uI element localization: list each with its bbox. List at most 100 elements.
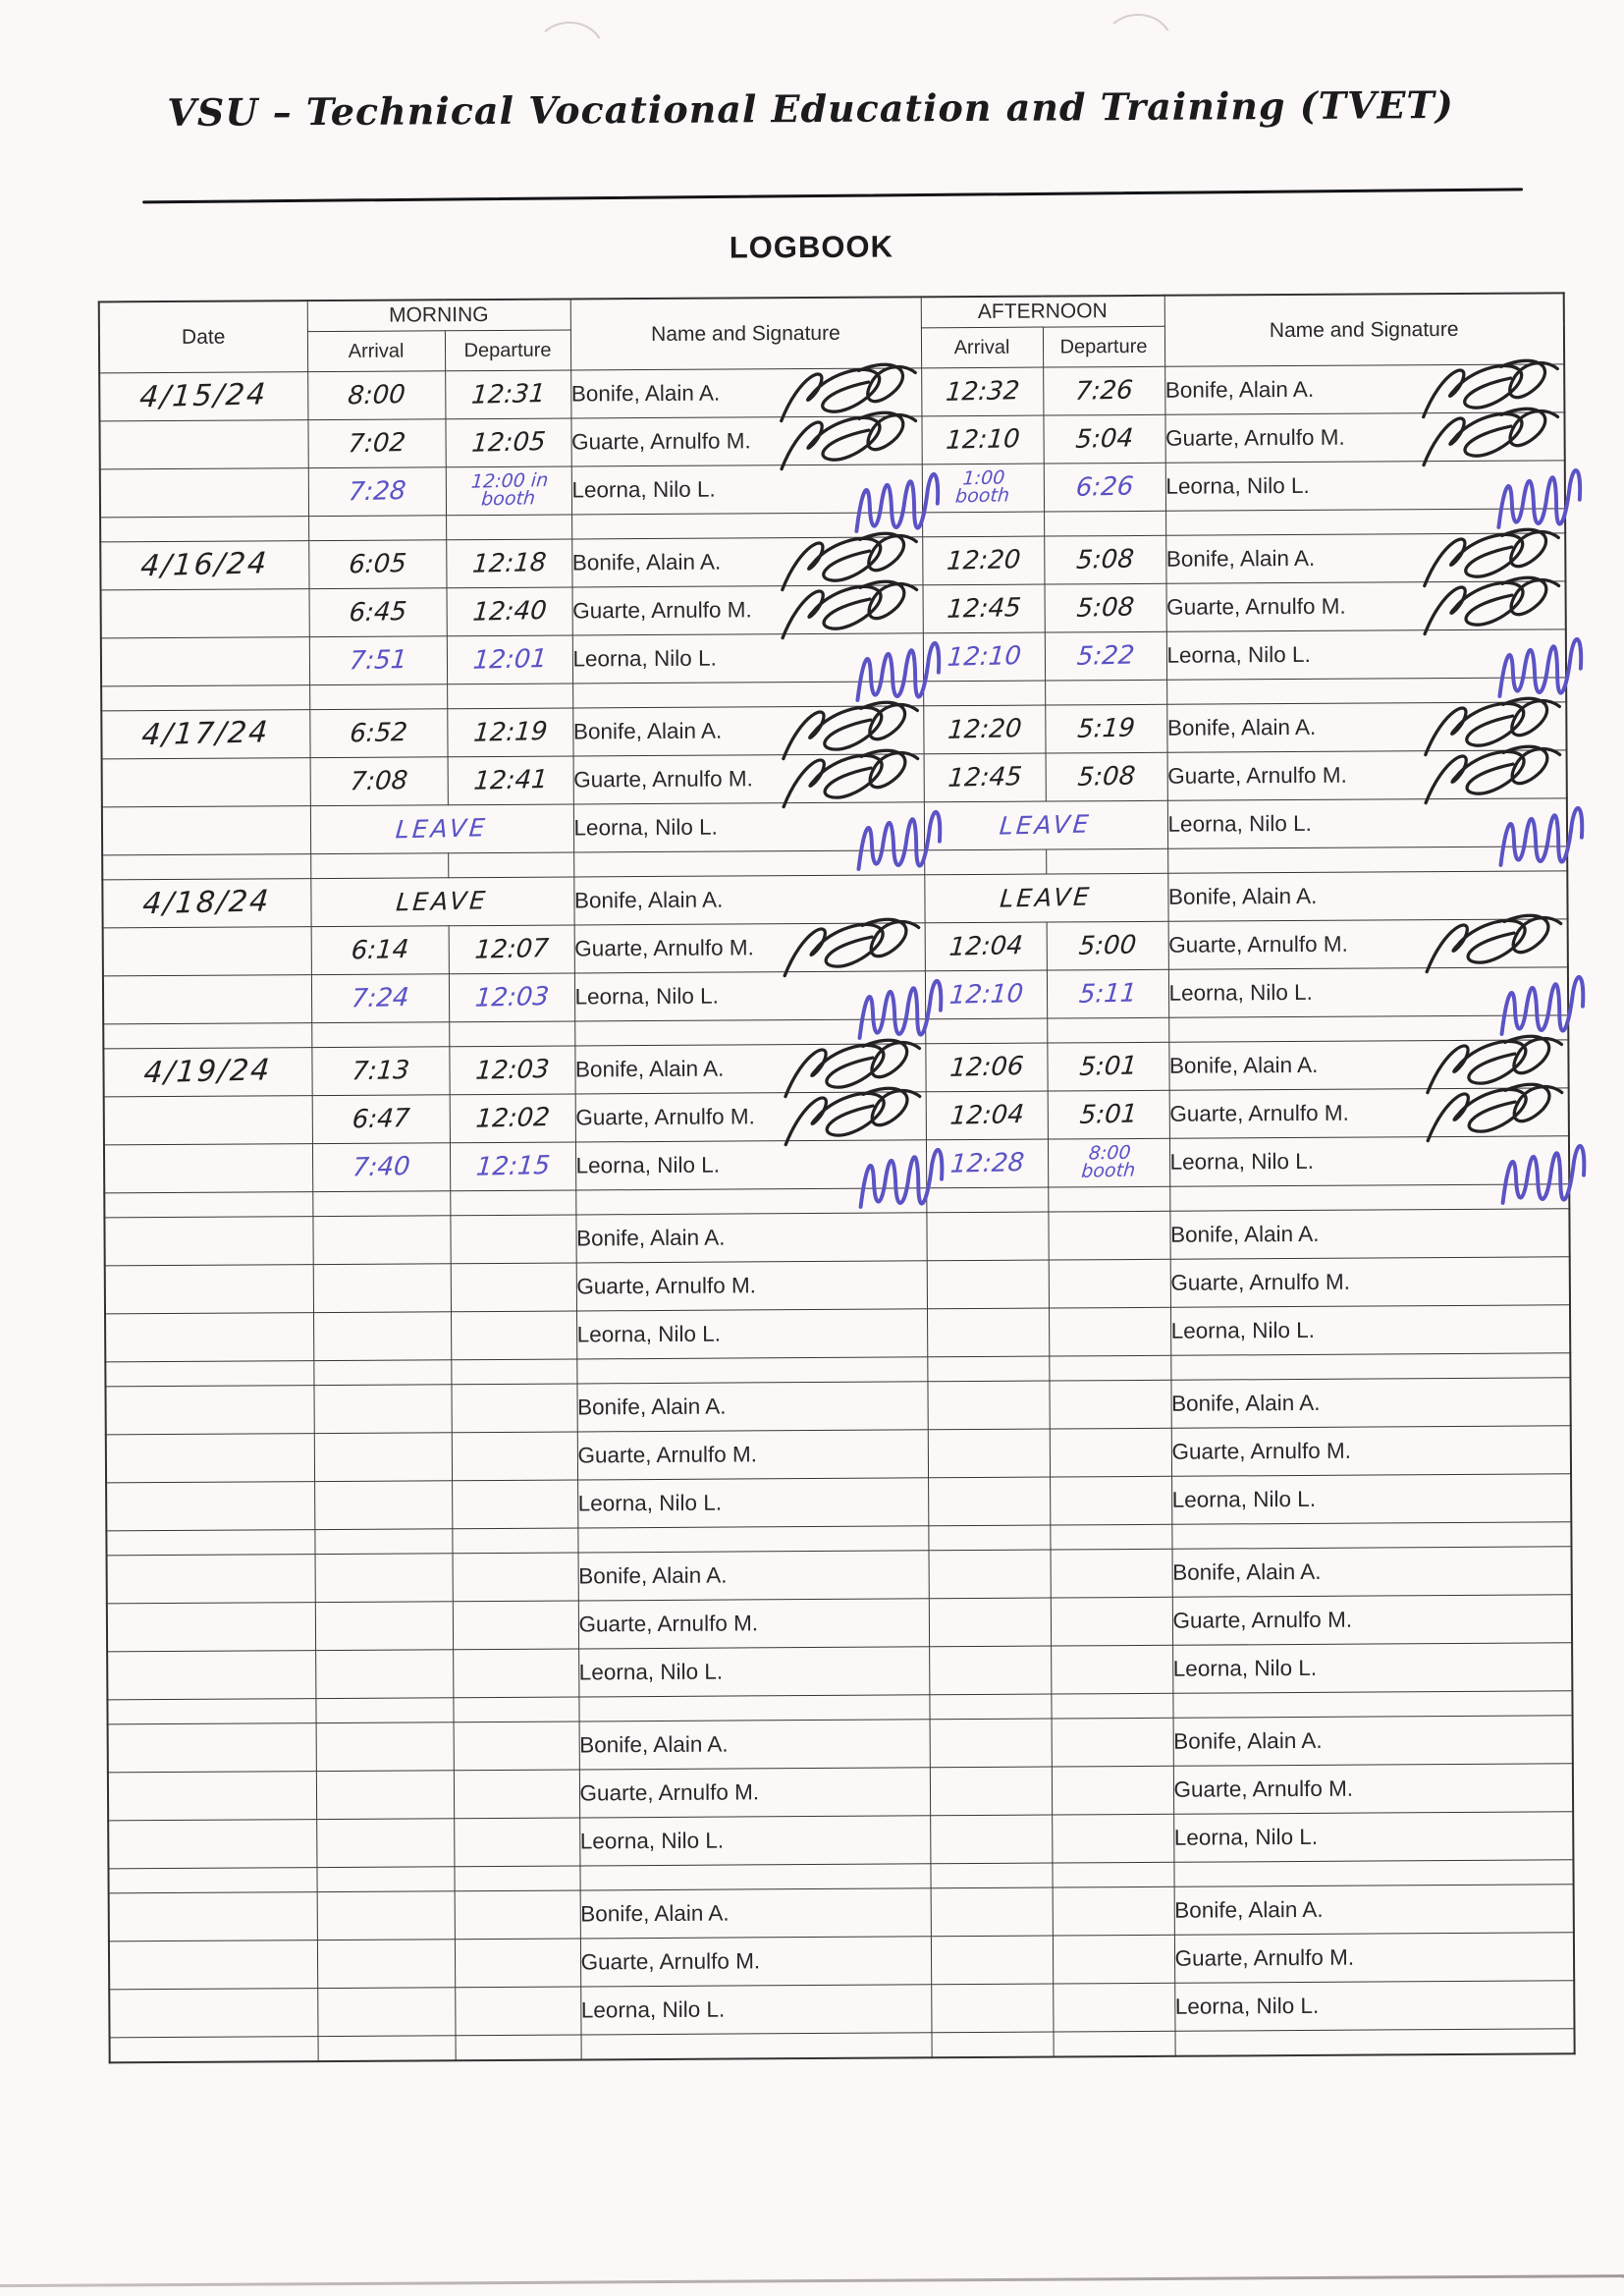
- spacer-cell: [108, 1867, 317, 1893]
- column-header-morning: MORNING: [306, 299, 570, 332]
- name-signature-cell-afternoon: Leorna, Nilo L.: [1168, 1135, 1587, 1205]
- morning-departure-cell: [454, 1889, 580, 1940]
- printed-name: Guarte, Arnulfo M.: [1173, 1776, 1354, 1802]
- spacer-cell: [313, 1359, 452, 1386]
- handwritten-entry: 12:10: [946, 640, 1022, 673]
- morning-arrival-cell: [315, 1770, 455, 1820]
- name-signature-cell-afternoon: Bonife, Alain A.: [1172, 1715, 1573, 1767]
- afternoon-arrival-cell: 12:45: [923, 753, 1046, 802]
- handwritten-entry: 7:28: [347, 475, 407, 507]
- morning-departure-cell: 12:40: [446, 586, 572, 636]
- afternoon-departure-cell: [1051, 1766, 1174, 1816]
- name-signature-cell-morning: Leorna, Nilo L.: [579, 1815, 931, 1866]
- name-signature-cell-morning: Guarte, Arnulfo M.: [576, 1429, 929, 1480]
- spacer-cell: [1173, 1859, 1574, 1887]
- printed-name: Leorna, Nilo L.: [572, 645, 717, 672]
- printed-name: Guarte, Arnulfo M.: [1167, 762, 1347, 789]
- spacer-cell: [1169, 1183, 1570, 1212]
- handwritten-entry: 12:07: [473, 933, 550, 965]
- morning-arrival-cell: 6:45: [308, 587, 447, 637]
- name-signature-cell-afternoon: Leorna, Nilo L.: [1172, 1642, 1573, 1694]
- date-cell: 4/19/24: [103, 1047, 312, 1097]
- morning-arrival-cell: 7:28: [307, 466, 447, 517]
- afternoon-departure-cell: 5:04: [1043, 414, 1165, 465]
- handwritten-entry: 12:20: [946, 713, 1023, 745]
- spacer-cell: [927, 1356, 1050, 1382]
- printed-name: Leorna, Nilo L.: [579, 1828, 725, 1854]
- morning-departure-cell: [451, 1310, 577, 1360]
- afternoon-arrival-cell: [930, 1815, 1053, 1864]
- spacer-cell: [1044, 511, 1166, 537]
- afternoon-leave-cell: LEAVE: [923, 800, 1168, 850]
- afternoon-departure-cell: 6:26: [1043, 463, 1166, 513]
- name-signature-cell-morning: Leorna, Nilo L.: [574, 1139, 944, 1209]
- morning-departure-cell: [454, 1817, 580, 1867]
- afternoon-departure-cell: 5:01: [1047, 1090, 1169, 1140]
- printed-name: Guarte, Arnulfo M.: [577, 1442, 758, 1468]
- handwritten-entry: 12:28: [948, 1147, 1025, 1179]
- spacer-cell: [1048, 1186, 1170, 1213]
- name-signature-cell-afternoon: Bonife, Alain A.: [1164, 358, 1565, 419]
- printed-name: Guarte, Arnulfo M.: [1169, 1100, 1349, 1126]
- afternoon-arrival-cell: 12:28: [925, 1139, 1049, 1188]
- morning-departure-cell: 12:00 in booth: [445, 466, 572, 516]
- spacer-cell: [573, 849, 925, 877]
- name-signature-cell-morning: Guarte, Arnulfo M.: [572, 748, 924, 809]
- spacer-cell: [1050, 1524, 1172, 1551]
- log-row: Leorna, Nilo L. Leorna, Nilo L.: [107, 1642, 1573, 1700]
- name-signature-cell-afternoon: Bonife, Alain A.: [1165, 527, 1566, 588]
- morning-departure-cell: [450, 1214, 576, 1264]
- name-signature-cell-afternoon: Guarte, Arnulfo M.: [1166, 744, 1567, 805]
- handwritten-entry: 12:19: [471, 716, 549, 748]
- spacer-cell: [446, 514, 572, 540]
- spacer-cell: [1051, 1693, 1173, 1720]
- afternoon-arrival-cell: 12:04: [925, 1091, 1048, 1140]
- handwritten-entry: 7:08: [349, 765, 409, 796]
- date-cell: [107, 1722, 316, 1773]
- printed-name: Bonife, Alain A.: [1168, 1052, 1319, 1078]
- printed-name: Leorna, Nilo L.: [1168, 979, 1313, 1006]
- morning-arrival-cell: 7:40: [311, 1142, 451, 1192]
- handwritten-entry: 5:08: [1075, 591, 1136, 624]
- handwritten-entry: 12:40: [470, 595, 548, 628]
- morning-departure-cell: [453, 1648, 579, 1698]
- handwritten-entry: LEAVE: [999, 881, 1094, 913]
- spacer-cell: [451, 1358, 577, 1385]
- name-signature-cell-afternoon: Bonife, Alain A.: [1168, 1034, 1569, 1095]
- afternoon-arrival-cell: [926, 1212, 1049, 1261]
- handwritten-entry: 5:19: [1075, 712, 1136, 744]
- log-row: Leorna, Nilo L. Leorna, Nilo L.: [109, 1980, 1575, 2038]
- morning-departure-cell: [451, 1383, 577, 1433]
- name-signature-cell-afternoon: Bonife, Alain A.: [1169, 1208, 1570, 1260]
- spacer-cell: [310, 852, 449, 879]
- printed-name: Leorna, Nilo L.: [1167, 810, 1312, 837]
- printed-name: Guarte, Arnulfo M.: [1168, 931, 1348, 957]
- name-signature-cell-afternoon: Guarte, Arnulfo M.: [1173, 1932, 1575, 1984]
- date-cell: [108, 1940, 318, 1990]
- afternoon-departure-cell: [1051, 1718, 1173, 1768]
- column-header-morning-departure: Departure: [444, 330, 571, 371]
- handwritten-entry: 5:08: [1074, 543, 1135, 575]
- name-signature-cell-morning: Guarte, Arnulfo M.: [573, 917, 925, 978]
- spacer-cell: [453, 1696, 579, 1722]
- name-signature-cell-morning: Guarte, Arnulfo M.: [571, 579, 923, 640]
- printed-name: Leorna, Nilo L.: [1174, 1993, 1320, 2019]
- afternoon-departure-cell: 5:22: [1044, 631, 1167, 682]
- printed-name: Bonife, Alain A.: [577, 1394, 727, 1420]
- date-cell: [105, 1433, 315, 1483]
- spacer-cell: [1172, 1690, 1573, 1719]
- date-cell: 4/16/24: [100, 540, 309, 590]
- log-row: 7:40 12:15 Leorna, Nilo L. 12:28 8:00 booth L…: [103, 1135, 1587, 1209]
- date-cell: [105, 1385, 314, 1435]
- handwritten-entry: 7:26: [1073, 374, 1134, 407]
- name-signature-cell-morning: Guarte, Arnulfo M.: [570, 410, 922, 471]
- afternoon-departure-cell: 5:08: [1045, 752, 1167, 802]
- spacer-cell: [447, 683, 573, 709]
- name-signature-cell-morning: Bonife, Alain A.: [570, 362, 922, 423]
- afternoon-departure-cell: [1049, 1380, 1171, 1430]
- afternoon-departure-cell: [1053, 1983, 1175, 2033]
- name-signature-cell-afternoon: Leorna, Nilo L.: [1171, 1473, 1572, 1525]
- handwritten-entry: 12:10: [947, 978, 1024, 1011]
- afternoon-arrival-cell: 12:10: [922, 632, 1046, 682]
- printed-name: Guarte, Arnulfo M.: [1166, 593, 1346, 620]
